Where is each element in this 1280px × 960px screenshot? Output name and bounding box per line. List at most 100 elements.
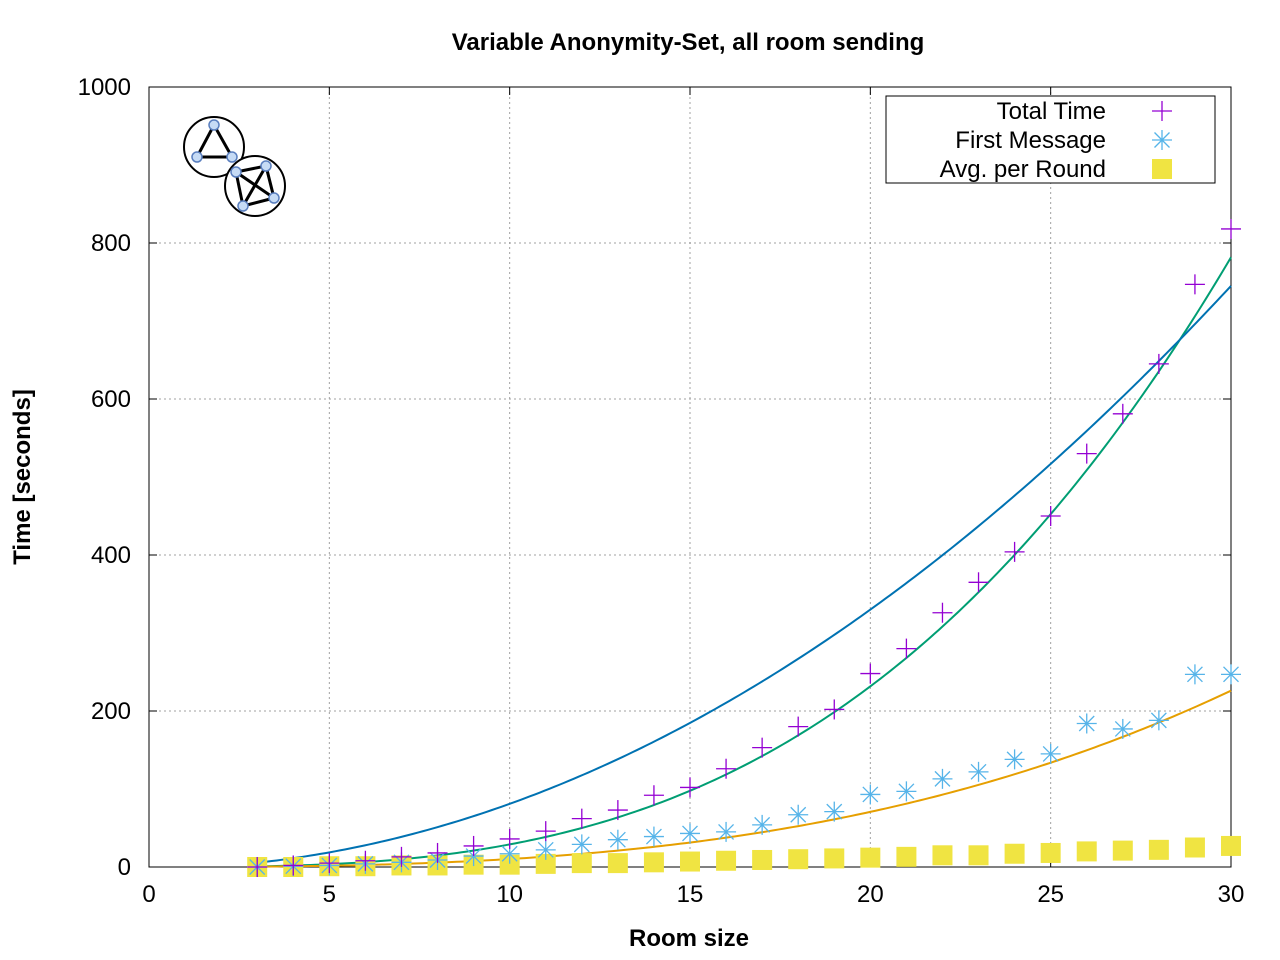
y-tick-label: 800	[91, 230, 131, 257]
data-point-square	[860, 847, 881, 868]
x-tick-label: 25	[1037, 881, 1064, 908]
data-point-asterisk	[463, 846, 484, 867]
chart-title: Variable Anonymity-Set, all room sending	[452, 29, 925, 56]
data-point-asterisk	[932, 768, 953, 789]
data-point-plus	[932, 602, 953, 623]
data-point-square	[607, 853, 628, 874]
data-point-asterisk	[1112, 718, 1133, 739]
legend-label: Avg. per Round	[940, 156, 1106, 183]
data-point-asterisk	[643, 826, 664, 847]
data-point-square	[1112, 840, 1133, 861]
data-point-plus	[463, 835, 484, 856]
data-point-asterisk	[1184, 664, 1205, 685]
data-point-plus	[1148, 353, 1169, 374]
data-point-plus	[824, 699, 845, 720]
data-point-square	[716, 850, 737, 871]
y-tick-label: 600	[91, 386, 131, 413]
data-point-square	[680, 851, 700, 872]
data-point-asterisk	[571, 834, 592, 855]
data-point-square	[788, 849, 809, 870]
data-point-plus	[1112, 403, 1133, 424]
data-point-square	[1148, 839, 1169, 860]
data-point-asterisk	[1221, 664, 1241, 685]
x-tick-label: 15	[677, 881, 704, 908]
data-point-asterisk	[1040, 743, 1061, 764]
data-point-plus	[1221, 218, 1241, 239]
y-tick-label: 0	[118, 854, 131, 881]
data-point-square	[1184, 837, 1205, 858]
x-axis-label: Room size	[629, 925, 749, 952]
y-tick-label: 200	[91, 698, 131, 725]
data-point-plus	[1076, 443, 1097, 464]
data-point-asterisk	[968, 761, 989, 782]
fit-curve-1	[257, 256, 1232, 868]
y-tick-label: 1000	[78, 74, 131, 101]
data-point-plus	[896, 638, 917, 659]
data-point-plus	[680, 777, 700, 798]
data-point-plus	[355, 850, 376, 871]
data-point-asterisk	[860, 784, 881, 805]
data-point-asterisk	[824, 801, 845, 822]
data-point-asterisk	[680, 823, 700, 844]
grid	[149, 87, 1231, 867]
x-tick-label: 0	[142, 881, 155, 908]
data-point-asterisk	[1004, 749, 1025, 770]
legend-label: First Message	[955, 127, 1106, 154]
data-point-plus	[716, 758, 737, 779]
data-point-plus	[535, 821, 556, 842]
x-tick-label: 10	[496, 881, 523, 908]
data-point-plus	[643, 785, 664, 806]
data-point-square	[752, 849, 773, 870]
data-point-plus	[1040, 506, 1061, 526]
data-point-asterisk	[896, 781, 917, 802]
data-point-asterisk	[752, 814, 773, 835]
legend-marker-square	[1152, 159, 1172, 179]
data-point-square	[1004, 843, 1025, 864]
data-point-plus	[247, 857, 268, 877]
data-point-square	[1221, 835, 1241, 856]
data-point-square	[1040, 842, 1061, 863]
data-point-square	[896, 846, 917, 867]
data-point-plus	[391, 846, 412, 867]
data-point-square	[535, 853, 556, 874]
data-point-asterisk	[535, 839, 556, 860]
fit-curve-3	[257, 285, 1232, 864]
data-points	[247, 218, 1241, 877]
data-point-plus	[607, 800, 628, 821]
data-point-asterisk	[1076, 713, 1097, 734]
anonymity-rooms-logo	[183, 116, 286, 217]
data-point-asterisk	[716, 821, 737, 842]
data-point-asterisk	[1148, 710, 1169, 731]
data-point-plus	[319, 853, 340, 874]
x-tick-label: 30	[1218, 881, 1245, 908]
legend-marker-asterisk	[1152, 130, 1172, 150]
data-point-square	[932, 845, 953, 866]
data-point-plus	[1184, 274, 1205, 295]
y-axis-label: Time [seconds]	[9, 389, 36, 565]
data-point-plus	[1004, 541, 1025, 562]
data-point-plus	[788, 716, 809, 737]
fit-curve-2	[257, 689, 1232, 868]
data-point-plus	[283, 855, 304, 876]
data-point-square	[824, 848, 845, 869]
data-point-square	[499, 854, 520, 875]
data-point-asterisk	[607, 829, 628, 850]
data-point-plus	[752, 737, 773, 758]
data-point-plus	[860, 663, 881, 684]
data-point-plus	[571, 808, 592, 829]
data-point-plus	[499, 828, 520, 849]
data-point-square	[571, 853, 592, 874]
data-point-square	[968, 845, 989, 866]
fit-curves	[257, 256, 1232, 868]
data-point-plus	[427, 842, 448, 863]
data-point-square	[643, 852, 664, 873]
legend-label: Total Time	[997, 98, 1106, 125]
x-tick-label: 20	[857, 881, 884, 908]
y-tick-label: 400	[91, 542, 131, 569]
data-point-square	[1076, 841, 1097, 862]
x-tick-label: 5	[323, 881, 336, 908]
data-point-asterisk	[788, 804, 809, 825]
legend-marker-plus	[1152, 101, 1172, 121]
